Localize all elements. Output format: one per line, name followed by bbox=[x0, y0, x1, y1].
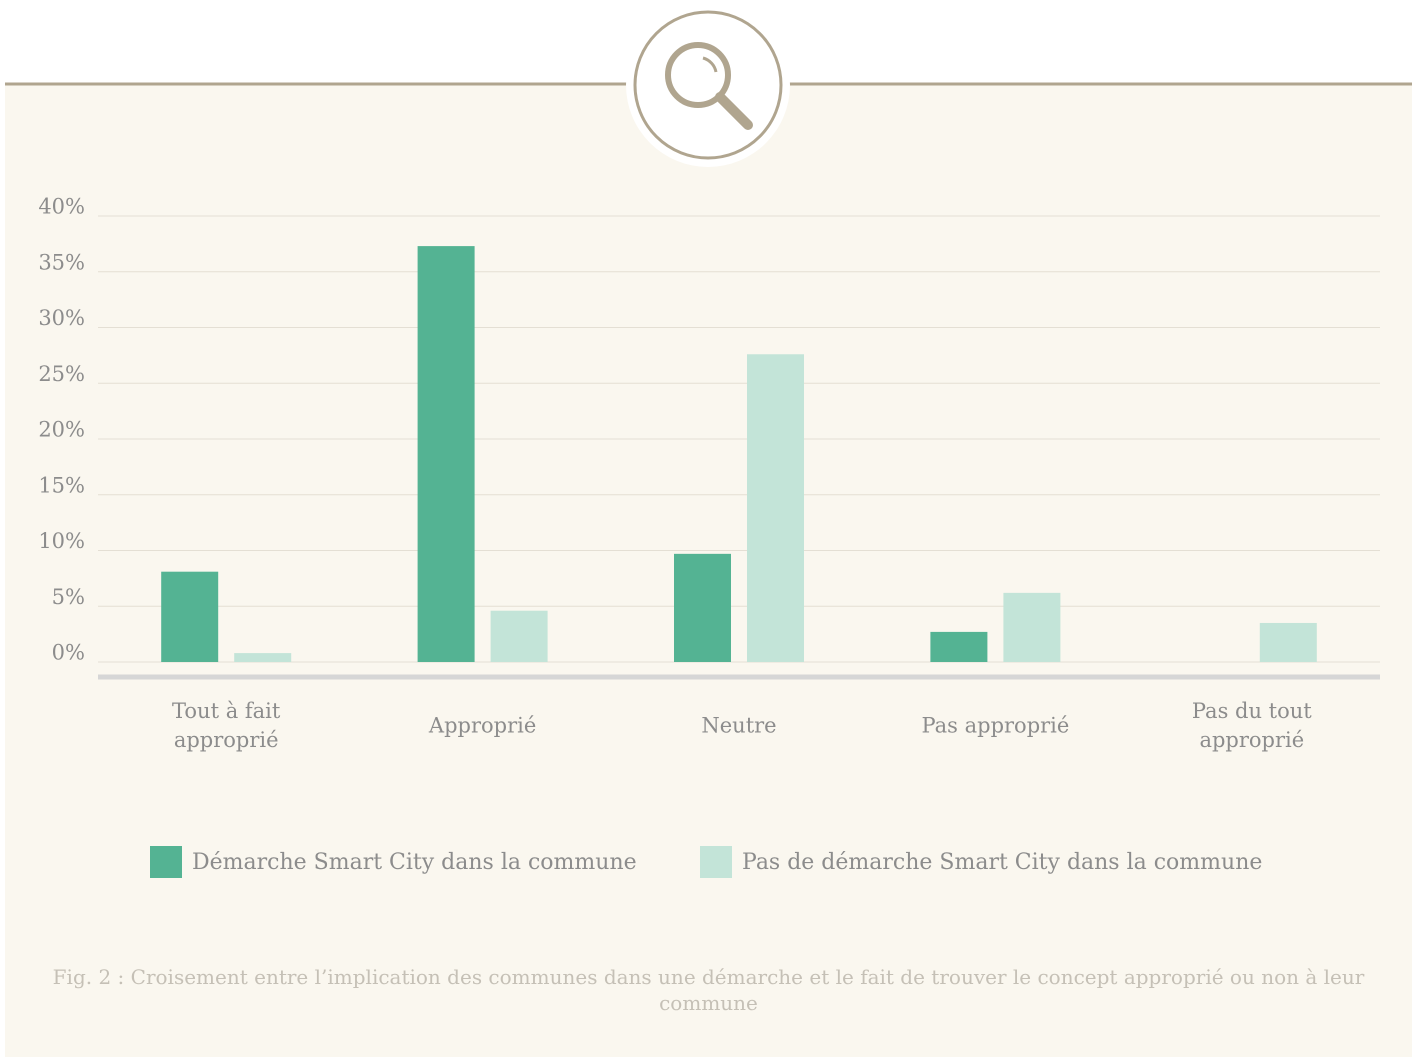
bar bbox=[417, 246, 475, 663]
bar bbox=[930, 631, 988, 662]
bar bbox=[161, 571, 219, 662]
icon-handle bbox=[715, 92, 753, 130]
y-tick-label: 0% bbox=[52, 641, 85, 665]
bar bbox=[747, 354, 804, 662]
y-tick-label: 15% bbox=[38, 473, 85, 497]
bar bbox=[234, 653, 292, 662]
legend-swatch bbox=[700, 846, 732, 878]
caption: Fig. 2 : Croisement entre l’implication … bbox=[52, 965, 1365, 1015]
bar bbox=[1003, 592, 1061, 662]
bar bbox=[490, 610, 548, 662]
x-tick-label: Pas du tout approprié bbox=[1191, 699, 1312, 752]
y-tick-label: 10% bbox=[38, 529, 85, 553]
legend-item: Démarche Smart City dans la commune bbox=[150, 846, 637, 878]
bar bbox=[1259, 622, 1317, 662]
y-tick-label: 30% bbox=[38, 306, 85, 330]
legend-swatch bbox=[150, 846, 182, 878]
x-tick-label: Approprié bbox=[428, 713, 537, 738]
y-tick-label: 25% bbox=[38, 362, 85, 386]
y-tick-label: 20% bbox=[38, 418, 85, 442]
icon-ring bbox=[633, 10, 783, 160]
y-tick-label: 5% bbox=[52, 585, 85, 609]
bar bbox=[674, 553, 731, 662]
legend-item: Pas de démarche Smart City dans la commu… bbox=[700, 846, 1262, 878]
x-tick-label: Neutre bbox=[701, 713, 777, 738]
legend-label: Démarche Smart City dans la commune bbox=[192, 849, 637, 875]
y-tick-label: 35% bbox=[38, 250, 85, 274]
icon-glint bbox=[702, 56, 718, 73]
y-tick-label: 40% bbox=[38, 195, 85, 219]
legend-label: Pas de démarche Smart City dans la commu… bbox=[742, 849, 1263, 875]
x-tick-label: Tout à fait approprié bbox=[172, 699, 281, 752]
x-tick-label: Pas approprié bbox=[921, 713, 1070, 738]
icon-lens bbox=[665, 42, 731, 108]
